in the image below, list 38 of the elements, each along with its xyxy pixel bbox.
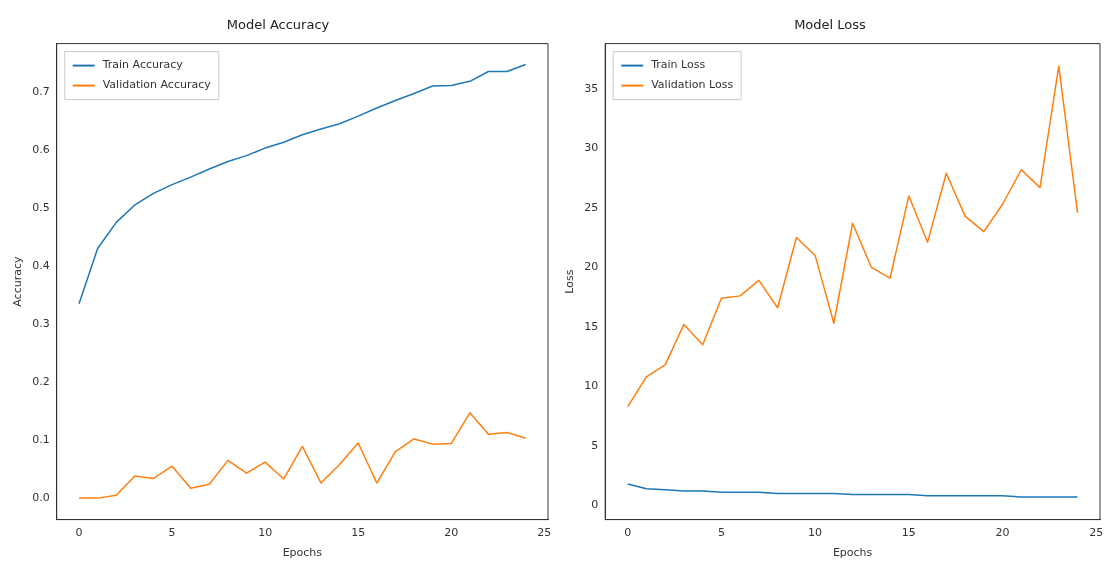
y-tick-label: 0.3 xyxy=(32,316,50,330)
y-tick-label: 0.5 xyxy=(32,200,50,214)
y-tick-label: 0.4 xyxy=(32,258,50,272)
chart-title: Model Loss xyxy=(794,17,867,33)
y-tick-label: 0.6 xyxy=(32,142,50,156)
legend-label: Train Loss xyxy=(650,58,706,72)
y-tick-label: 0.1 xyxy=(32,432,50,446)
x-tick-label: 15 xyxy=(901,526,916,540)
y-tick-label: 35 xyxy=(584,81,599,95)
y-axis-title: Accuracy xyxy=(11,256,25,307)
legend-label: Validation Accuracy xyxy=(102,78,212,92)
y-tick-label: 10 xyxy=(584,379,599,393)
x-tick-label: 10 xyxy=(258,526,273,540)
legend-label: Validation Loss xyxy=(651,78,734,92)
x-axis-title: Epochs xyxy=(832,546,873,560)
y-tick-label: 0.2 xyxy=(32,374,50,388)
x-tick-label: 5 xyxy=(168,526,176,540)
y-tick-label: 25 xyxy=(584,200,599,214)
x-tick-label: 10 xyxy=(808,526,823,540)
y-tick-label: 0 xyxy=(591,498,599,512)
x-tick-label: 0 xyxy=(624,526,632,540)
x-tick-label: 25 xyxy=(537,526,552,540)
y-tick-label: 0.7 xyxy=(32,84,50,98)
x-axis-title: Epochs xyxy=(282,546,323,560)
legend-label: Train Accuracy xyxy=(101,58,184,72)
y-tick-label: 5 xyxy=(591,438,599,452)
y-tick-label: 30 xyxy=(584,141,599,155)
x-tick-label: 0 xyxy=(75,526,83,540)
chart-title: Model Accuracy xyxy=(226,17,330,33)
x-tick-label: 20 xyxy=(444,526,459,540)
y-tick-label: 0.0 xyxy=(32,490,50,504)
x-tick-label: 5 xyxy=(717,526,725,540)
y-tick-label: 20 xyxy=(584,260,599,274)
y-tick-label: 15 xyxy=(584,319,599,333)
x-tick-label: 20 xyxy=(995,526,1010,540)
x-tick-label: 25 xyxy=(1089,526,1104,540)
x-tick-label: 15 xyxy=(351,526,366,540)
y-axis-title: Loss xyxy=(563,269,577,294)
